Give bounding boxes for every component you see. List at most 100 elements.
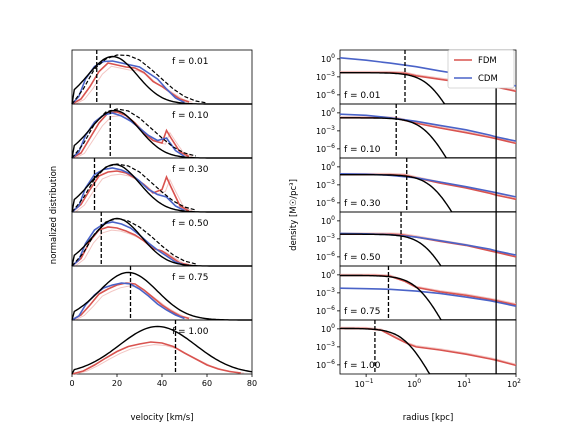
fdm-faint-profile: [340, 326, 516, 365]
y-tick-exponent: −3: [326, 287, 335, 294]
y-tick-exponent: 0: [331, 215, 335, 222]
y-tick-exponent: 0: [331, 161, 335, 168]
x-tick-exponent: 1: [467, 378, 471, 385]
fdm-profile: [340, 173, 516, 201]
density-panel-2: 100 10−3 10−6 f = 0.30: [316, 157, 517, 213]
y-tick-label: 10−3: [316, 179, 335, 190]
analytic-curve: [71, 325, 253, 375]
x-tick-label: 0: [69, 379, 74, 388]
y-tick-exponent: −6: [326, 305, 335, 312]
y-tick-label: 10−6: [316, 89, 335, 100]
dashed-curve: [71, 217, 196, 267]
x-tick-label: 80: [247, 379, 257, 388]
y-tick-label: 100: [321, 269, 335, 280]
panel-f-label: f = 0.50: [344, 253, 381, 263]
analytic-curve: [71, 55, 252, 105]
panel-f-label: f = 0.75: [344, 307, 380, 317]
fdm-faint-profile: [340, 273, 516, 305]
panel-plot-area: [340, 273, 516, 320]
y-tick-exponent: −6: [326, 251, 335, 258]
soliton-profile: [340, 274, 516, 320]
y-tick-label: 100: [321, 215, 335, 226]
velocity-panel-3: f = 0.50: [71, 211, 253, 267]
velocity-x-axis-label: velocity [km/s]: [130, 413, 193, 423]
y-tick-exponent: −3: [326, 179, 335, 186]
panel-frame: [71, 211, 253, 267]
y-tick-label: 10−3: [316, 341, 335, 352]
dashed-curve: [71, 54, 208, 105]
y-tick-label: 10−6: [316, 197, 335, 208]
velocity-panel-4: f = 0.75: [71, 265, 253, 321]
y-tick-exponent: −6: [326, 359, 335, 366]
panel-f-label: f = 0.75: [172, 273, 208, 283]
fdm-faint-curve: [75, 229, 193, 267]
soliton-profile: [340, 72, 516, 104]
legend-fdm-label: FDM: [478, 56, 497, 66]
density-x-axis-label: radius [kpc]: [403, 413, 454, 423]
panel-plot-area: [340, 326, 516, 374]
panel-plot-area: [340, 172, 516, 212]
cdm-curve: [71, 112, 185, 159]
legend-cdm-label: CDM: [478, 74, 498, 84]
soliton-profile: [340, 174, 516, 212]
x-tick-exponent: 2: [517, 378, 521, 385]
y-tick-label: 100: [321, 323, 335, 334]
x-tick-label: 102: [507, 378, 521, 389]
y-tick-exponent: 0: [331, 53, 335, 60]
y-tick-exponent: −6: [326, 89, 335, 96]
x-tick-label: 60: [202, 379, 212, 388]
x-tick-label: 20: [112, 379, 122, 388]
panel-f-label: f = 0.10: [172, 111, 209, 121]
density-panel-4: 100 10−3 10−6 f = 0.75: [316, 265, 517, 321]
panel-f-label: f = 0.30: [344, 199, 381, 209]
x-tick-label: 100: [407, 378, 421, 389]
density-y-axis-label: density [M☉/pc³]: [289, 179, 299, 251]
fdm-faint-profile: [340, 116, 516, 143]
y-tick-label: 10−6: [316, 143, 335, 154]
y-tick-label: 10−3: [316, 287, 335, 298]
density-panel-5: 100 10−3 10−6 f = 1.00: [316, 319, 517, 375]
y-tick-exponent: −3: [326, 233, 335, 240]
x-tick-label: 101: [457, 378, 471, 389]
y-tick-exponent: 0: [331, 269, 335, 276]
panel-f-label: f = 0.50: [172, 219, 209, 229]
y-tick-exponent: −3: [326, 71, 335, 78]
dashed-curve: [71, 163, 196, 213]
soliton-profile: [340, 117, 516, 158]
y-tick-label: 10−3: [316, 71, 335, 82]
velocity-panel-1: f = 0.10: [71, 103, 253, 159]
cdm-curve: [71, 221, 185, 267]
cdm-profile: [340, 113, 516, 142]
panel-frame: [71, 265, 253, 321]
velocity-panel-2: f = 0.30: [71, 157, 253, 213]
panel-frame: [71, 49, 253, 105]
velocity-panel-5: f = 1.00: [71, 319, 253, 375]
cdm-profile: [340, 232, 516, 256]
y-tick-label: 10−3: [316, 233, 335, 244]
fdm-curve: [71, 62, 190, 105]
y-tick-exponent: 0: [331, 107, 335, 114]
y-tick-label: 10−6: [316, 305, 335, 316]
panel-plot-area: [340, 113, 516, 158]
panel-frame: [71, 319, 253, 375]
legend: FDM CDM: [447, 49, 515, 89]
y-tick-exponent: −3: [326, 341, 335, 348]
panel-f-label: f = 0.01: [344, 91, 380, 101]
y-tick-label: 100: [321, 107, 335, 118]
soliton-profile: [340, 327, 516, 374]
y-tick-label: 10−6: [316, 251, 335, 262]
y-tick-label: 100: [321, 161, 335, 172]
y-tick-label: 10−3: [316, 125, 335, 136]
x-tick-exponent: 0: [417, 378, 421, 385]
y-tick-exponent: −3: [326, 125, 335, 132]
panel-f-label: f = 0.10: [344, 145, 381, 155]
fdm-curve: [71, 341, 241, 375]
x-tick-label: 10−1: [355, 378, 374, 389]
y-tick-label: 100: [321, 53, 335, 64]
panel-f-label: f = 0.01: [172, 57, 208, 67]
analytic-curve: [71, 217, 252, 267]
panel-f-label: f = 0.30: [172, 165, 209, 175]
panel-f-label: f = 1.00: [344, 361, 381, 371]
